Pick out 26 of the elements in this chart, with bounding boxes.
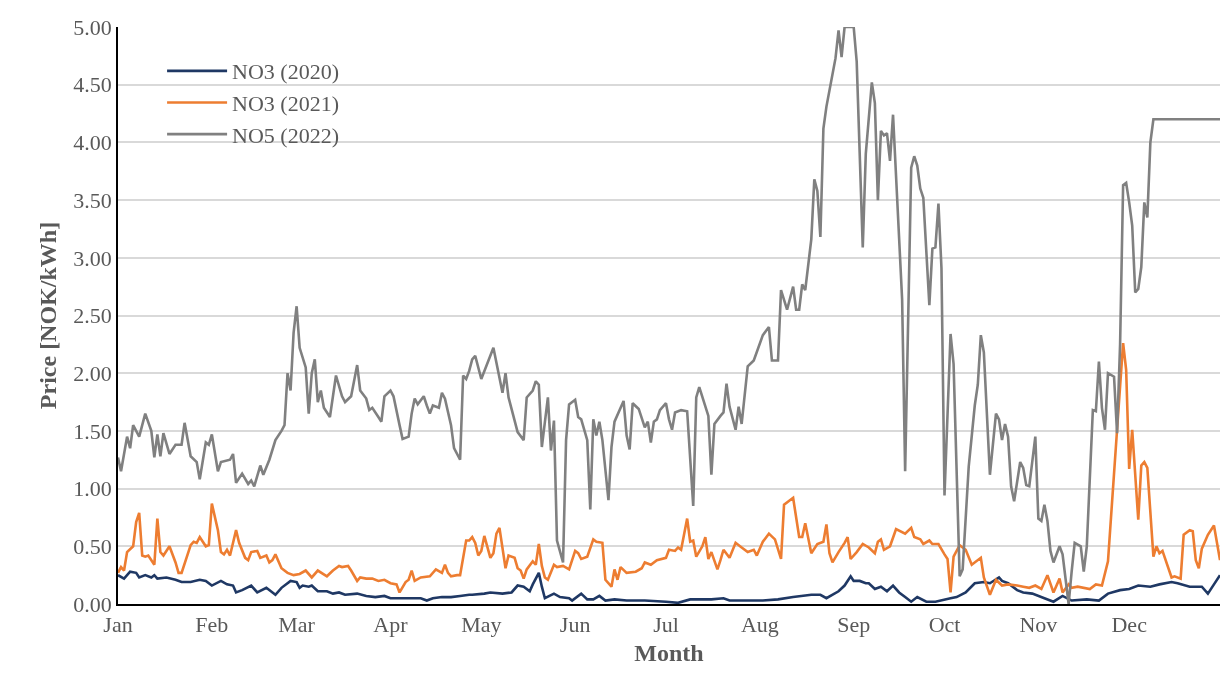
y-tick-label: 0.50	[73, 534, 112, 559]
x-tick-label: Mar	[278, 612, 316, 638]
x-tick-label: Sep	[837, 612, 871, 638]
x-tick-label: Oct	[928, 612, 961, 638]
y-axis-title: Price [NOK/kWh]	[34, 221, 61, 410]
y-tick-label: 4.50	[73, 72, 112, 98]
x-tick-label: Nov	[1019, 612, 1058, 638]
x-tick-label: May	[461, 612, 502, 638]
y-tick-label: 3.50	[73, 187, 112, 213]
x-tick-label: Aug	[740, 612, 779, 638]
legend-label: NO5 (2022)	[232, 122, 340, 148]
x-tick-label: Apr	[373, 612, 409, 638]
y-tick-label: 4.00	[73, 130, 112, 156]
x-tick-label: Dec	[1111, 612, 1148, 638]
y-tick-label: 1.00	[73, 476, 112, 502]
y-tick-label: 5.00	[73, 14, 112, 40]
y-tick-label: 2.00	[73, 360, 112, 386]
legend-label: NO3 (2020)	[232, 59, 340, 85]
x-tick-label: Feb	[195, 612, 229, 638]
y-tick-label: 1.50	[73, 418, 112, 444]
legend-label: NO3 (2021)	[232, 91, 340, 117]
x-axis-title: Month	[634, 639, 704, 666]
y-tick-label: 3.00	[73, 245, 112, 271]
x-tick-label: Jun	[559, 612, 591, 638]
x-tick-label: Jul	[653, 612, 679, 638]
y-tick-label: 2.50	[73, 303, 112, 329]
